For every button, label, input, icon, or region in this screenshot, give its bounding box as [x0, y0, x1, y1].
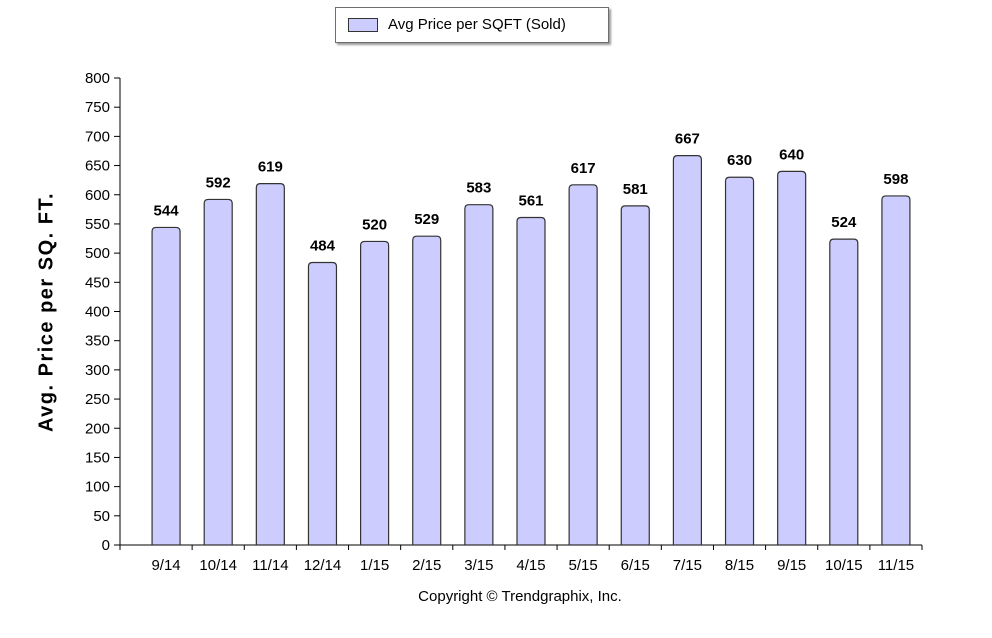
- bar: [829, 238, 859, 546]
- y-axis-title: Avg. Price per SQ. FT.: [35, 191, 58, 433]
- legend-label: Avg Price per SQFT (Sold): [388, 16, 566, 33]
- y-tick-label: 500: [85, 245, 110, 262]
- bar: [516, 216, 546, 546]
- x-tick-label: 11/14: [252, 557, 288, 574]
- y-tick-label: 550: [85, 216, 110, 233]
- y-tick-label: 150: [85, 449, 110, 466]
- y-tick-label: 700: [85, 128, 110, 145]
- y-tick-label: 600: [85, 187, 110, 204]
- data-label: 524: [831, 214, 857, 231]
- bar: [412, 235, 442, 546]
- y-tick-label: 650: [85, 158, 110, 175]
- x-tick-label: 4/15: [516, 557, 545, 574]
- data-label: 520: [362, 216, 387, 233]
- bar: [672, 155, 702, 546]
- data-label: 598: [883, 171, 908, 188]
- y-tick-label: 50: [93, 508, 110, 525]
- bar: [203, 198, 233, 546]
- bar: [151, 226, 181, 546]
- data-label: 592: [206, 174, 231, 191]
- y-tick-label: 450: [85, 274, 110, 291]
- data-label: 619: [258, 159, 283, 176]
- data-label: 561: [518, 193, 543, 210]
- x-tick-label: 2/15: [412, 557, 441, 574]
- bar: [464, 204, 494, 546]
- x-tick-label: 5/15: [569, 557, 598, 574]
- x-tick-label: 10/15: [825, 557, 863, 574]
- legend-swatch: [348, 18, 378, 32]
- data-label: 583: [466, 180, 491, 197]
- bar: [724, 176, 755, 546]
- y-tick-label: 800: [85, 70, 110, 87]
- x-tick-label: 6/15: [621, 557, 650, 574]
- y-tick-label: 200: [85, 420, 110, 437]
- data-label: 640: [779, 146, 804, 163]
- y-tick-label: 350: [85, 333, 110, 350]
- bar: [307, 261, 338, 546]
- x-tick-label: 10/14: [199, 557, 237, 574]
- data-label: 617: [571, 160, 596, 177]
- x-tick-label: 9/14: [151, 557, 180, 574]
- y-tick-label: 400: [85, 304, 110, 321]
- data-label: 581: [623, 181, 648, 198]
- bar: [881, 195, 911, 546]
- y-tick-label: 100: [85, 479, 110, 496]
- copyright-text: Copyright © Trendgraphix, Inc.: [418, 588, 622, 605]
- bar: [620, 205, 650, 546]
- data-label: 667: [675, 131, 700, 148]
- x-tick-label: 1/15: [360, 557, 389, 574]
- y-tick-label: 0: [102, 537, 110, 554]
- x-tick-label: 3/15: [464, 557, 493, 574]
- data-label: 544: [154, 202, 180, 219]
- bar: [360, 240, 390, 546]
- x-tick-label: 8/15: [725, 557, 754, 574]
- x-tick-label: 7/15: [673, 557, 702, 574]
- bar: [568, 184, 598, 546]
- data-label: 630: [727, 152, 752, 169]
- x-tick-label: 9/15: [777, 557, 806, 574]
- y-tick-label: 300: [85, 362, 110, 379]
- legend: Avg Price per SQFT (Sold): [335, 7, 609, 43]
- y-tick-label: 250: [85, 391, 110, 408]
- y-tick-label: 750: [85, 99, 110, 116]
- x-tick-label: 11/15: [878, 557, 914, 574]
- bar: [255, 183, 285, 546]
- bar: [777, 170, 807, 546]
- x-tick-label: 12/14: [304, 557, 342, 574]
- data-label: 484: [310, 237, 336, 254]
- data-label: 529: [414, 211, 439, 228]
